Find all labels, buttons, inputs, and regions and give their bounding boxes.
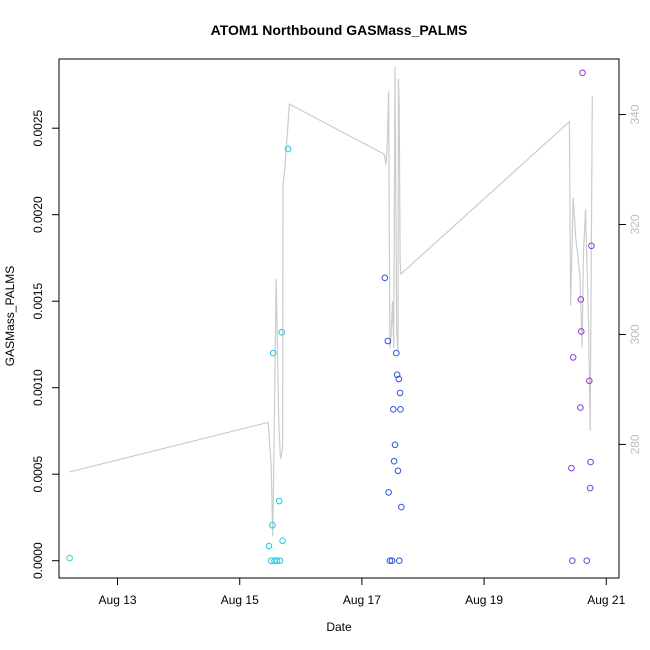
data-point bbox=[381, 274, 389, 282]
line-series-layer bbox=[69, 66, 593, 537]
data-point bbox=[275, 497, 283, 505]
point-series-layer bbox=[66, 69, 595, 565]
data-point bbox=[587, 458, 594, 466]
y2-tick-label: 340 bbox=[628, 104, 642, 124]
data-point bbox=[394, 467, 402, 475]
data-point bbox=[390, 457, 398, 465]
data-point bbox=[392, 349, 400, 357]
plot-frame bbox=[58, 58, 620, 579]
data-point bbox=[569, 557, 576, 565]
data-point bbox=[386, 557, 394, 565]
data-point bbox=[385, 489, 392, 496]
y-tick-label: 0.0020 bbox=[31, 196, 45, 233]
data-point bbox=[583, 557, 591, 565]
data-point bbox=[390, 406, 397, 413]
data-point bbox=[586, 484, 594, 492]
y-axis: 0.0000 0.0005 0.0010 0.0015 0.0020 0.0025 bbox=[31, 110, 60, 579]
data-point bbox=[388, 557, 396, 565]
y-tick-label: 0.0000 bbox=[31, 542, 45, 579]
y-axis-label: GASMass_PALMS bbox=[3, 266, 17, 366]
data-point bbox=[279, 537, 286, 545]
data-point bbox=[276, 557, 284, 565]
data-point bbox=[397, 406, 404, 413]
data-point bbox=[588, 242, 595, 250]
data-point bbox=[577, 404, 584, 411]
line-series bbox=[69, 66, 593, 537]
data-point bbox=[396, 389, 404, 397]
data-point bbox=[568, 464, 575, 472]
y2-tick-label: 320 bbox=[628, 214, 642, 234]
data-point bbox=[284, 145, 292, 153]
data-point bbox=[391, 441, 399, 449]
data-point bbox=[393, 371, 401, 379]
y-tick-label: 0.0015 bbox=[31, 283, 45, 320]
y-tick-label: 0.0005 bbox=[31, 456, 45, 493]
data-point bbox=[395, 375, 403, 383]
y-tick-label: 0.0025 bbox=[31, 110, 45, 147]
y2-tick-label: 300 bbox=[628, 324, 642, 344]
data-point bbox=[269, 521, 276, 529]
data-point bbox=[269, 349, 277, 357]
data-point bbox=[66, 554, 73, 562]
data-point bbox=[579, 69, 586, 77]
x-tick-label: Aug 15 bbox=[221, 593, 259, 607]
data-point bbox=[265, 542, 273, 550]
data-point bbox=[398, 503, 405, 511]
data-point bbox=[577, 328, 585, 335]
x-axis-label: Date bbox=[326, 620, 352, 634]
x-tick-label: Aug 21 bbox=[587, 593, 625, 607]
data-point bbox=[278, 329, 286, 336]
data-point bbox=[577, 296, 585, 303]
chart-title: ATOM1 Northbound GASMass_PALMS bbox=[211, 22, 468, 38]
data-point bbox=[586, 377, 593, 385]
x-tick-label: Aug 17 bbox=[343, 593, 381, 607]
x-tick-label: Aug 19 bbox=[465, 593, 503, 607]
data-point bbox=[569, 354, 577, 361]
data-point bbox=[395, 557, 403, 565]
data-point bbox=[273, 557, 281, 565]
y2-tick-label: 280 bbox=[628, 434, 642, 454]
x-tick-label: Aug 13 bbox=[99, 593, 137, 607]
y2-axis: 280 300 320 340 bbox=[618, 104, 642, 454]
x-axis: Aug 13 Aug 15 Aug 17 Aug 19 Aug 21 bbox=[99, 577, 626, 607]
y-tick-label: 0.0010 bbox=[31, 369, 45, 406]
data-point bbox=[384, 337, 392, 345]
